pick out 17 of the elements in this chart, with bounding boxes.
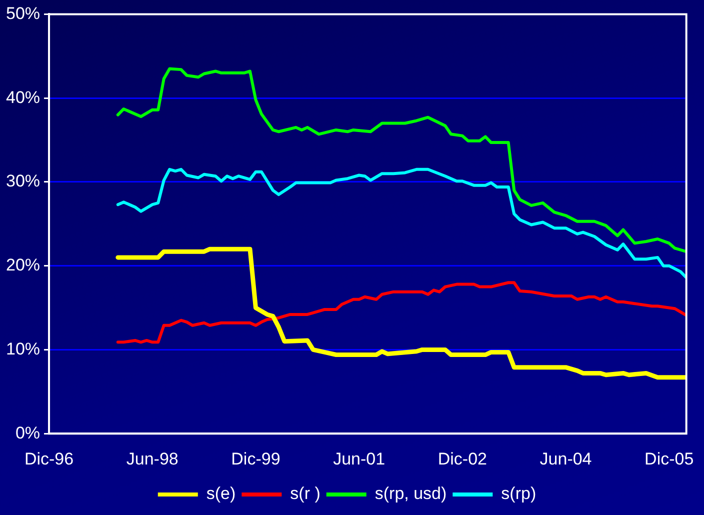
legend-label: s(e) (206, 484, 236, 504)
x-tick-label: Jun-04 (540, 449, 592, 468)
legend-label: s(rp) (501, 484, 536, 504)
x-tick-label: Jun-98 (126, 449, 178, 468)
y-tick-label: 10% (6, 339, 40, 358)
x-tick-label: Dic-02 (438, 449, 487, 468)
legend-label: s(rp, usd) (374, 484, 447, 504)
x-tick-label: Jun-01 (333, 449, 386, 468)
legend-label: s(r ) (290, 484, 320, 504)
x-tick-label: Dic-99 (231, 449, 280, 468)
y-tick-label: 30% (6, 172, 40, 191)
y-tick-label: 50% (6, 4, 40, 23)
x-tick-label: Dic-05 (644, 449, 694, 468)
y-tick-label: 0% (15, 423, 40, 442)
x-tick-label: Dic-96 (24, 449, 74, 468)
y-tick-label: 40% (6, 88, 40, 107)
y-tick-label: 20% (6, 256, 40, 275)
